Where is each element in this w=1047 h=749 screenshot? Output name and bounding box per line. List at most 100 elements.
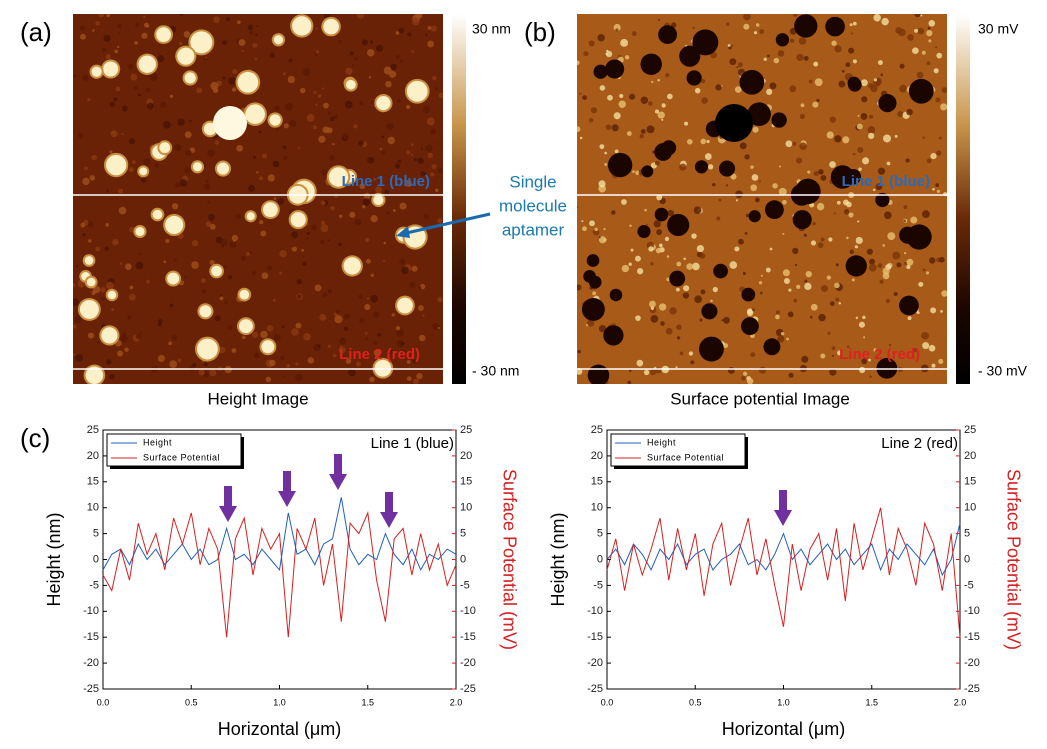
texture-dot — [279, 271, 283, 275]
texture-dot — [262, 153, 268, 159]
texture-dot — [126, 315, 132, 320]
texture-dot — [758, 366, 767, 374]
texture-dot — [852, 21, 857, 26]
peak-arrow — [380, 492, 398, 528]
x-tick-label: 0.5 — [689, 697, 702, 707]
texture-dot — [577, 205, 579, 209]
legend — [106, 433, 242, 467]
texture-dot — [669, 307, 677, 315]
texture-dot — [273, 334, 281, 342]
texture-dot — [693, 206, 702, 215]
texture-dot — [605, 50, 613, 58]
texture-dot — [214, 140, 220, 145]
texture-dot — [191, 261, 199, 269]
texture-dot — [222, 40, 228, 45]
texture-dot — [406, 150, 411, 155]
texture-dot — [920, 14, 923, 17]
texture-dot — [738, 238, 744, 245]
texture-dot — [932, 187, 935, 191]
y2-tick-label: -5 — [460, 579, 470, 591]
texture-dot — [699, 253, 706, 259]
texture-dot — [160, 101, 167, 108]
legend-label: Height — [143, 437, 172, 447]
panel-label: (b) — [524, 17, 556, 47]
texture-dot — [729, 58, 737, 66]
texture-dot — [361, 39, 368, 46]
texture-dot — [376, 356, 380, 360]
hole — [741, 287, 756, 302]
texture-dot — [881, 17, 889, 26]
particle — [273, 35, 284, 45]
texture-dot — [315, 27, 318, 30]
hole — [845, 255, 867, 277]
texture-dot — [647, 101, 653, 106]
texture-dot — [238, 39, 246, 46]
texture-dot — [679, 163, 687, 171]
texture-dot — [202, 289, 207, 294]
y2-tick-label: 5 — [460, 528, 466, 540]
texture-dot — [399, 353, 404, 358]
texture-dot — [736, 66, 739, 69]
texture-dot — [131, 160, 136, 164]
y-tick-label: 20 — [591, 450, 603, 462]
texture-dot — [322, 292, 328, 298]
texture-dot — [412, 359, 417, 364]
texture-dot — [598, 236, 601, 239]
particle — [156, 27, 171, 43]
texture-dot — [604, 163, 608, 166]
texture-dot — [882, 244, 886, 247]
texture-dot — [114, 49, 118, 54]
texture-dot — [231, 87, 237, 92]
texture-dot — [319, 313, 327, 321]
texture-dot — [318, 135, 326, 143]
texture-dot — [653, 220, 661, 228]
texture-dot — [886, 161, 891, 166]
texture-dot — [174, 182, 181, 188]
texture-dot — [922, 342, 930, 350]
hole — [875, 192, 890, 208]
texture-dot — [370, 273, 374, 277]
hole — [715, 104, 753, 142]
texture-dot — [743, 23, 750, 30]
texture-dot — [416, 372, 423, 380]
hole — [581, 297, 605, 321]
texture-dot — [657, 79, 660, 82]
texture-dot — [857, 114, 860, 117]
particle — [159, 142, 171, 154]
texture-dot — [287, 75, 295, 84]
texture-dot — [184, 131, 192, 139]
texture-dot — [320, 224, 329, 233]
y-tick-label: -20 — [83, 657, 99, 669]
texture-dot — [735, 199, 738, 202]
texture-dot — [743, 14, 751, 21]
texture-dot — [842, 199, 849, 206]
texture-dot — [796, 53, 804, 62]
texture-dot — [941, 290, 947, 297]
texture-dot — [364, 303, 371, 311]
texture-dot — [870, 85, 878, 93]
texture-dot — [291, 231, 299, 239]
texture-dot — [345, 358, 352, 364]
texture-dot — [334, 315, 343, 324]
texture-dot — [651, 80, 654, 84]
texture-dot — [306, 114, 315, 122]
y2-tick-label: 15 — [964, 476, 976, 488]
texture-dot — [434, 87, 439, 91]
texture-dot — [715, 84, 722, 91]
texture-dot — [82, 74, 89, 82]
texture-dot — [626, 131, 632, 136]
texture-dot — [794, 263, 798, 267]
texture-dot — [329, 154, 335, 161]
hole — [609, 288, 623, 302]
texture-dot — [258, 130, 262, 134]
y2-tick-label: 10 — [964, 502, 976, 514]
texture-dot — [135, 261, 144, 270]
texture-dot — [373, 311, 380, 319]
texture-dot — [119, 334, 128, 343]
texture-dot — [332, 143, 335, 146]
texture-dot — [387, 211, 390, 214]
hole — [740, 317, 759, 336]
texture-dot — [577, 60, 580, 65]
particle — [292, 16, 312, 36]
texture-dot — [831, 346, 836, 351]
